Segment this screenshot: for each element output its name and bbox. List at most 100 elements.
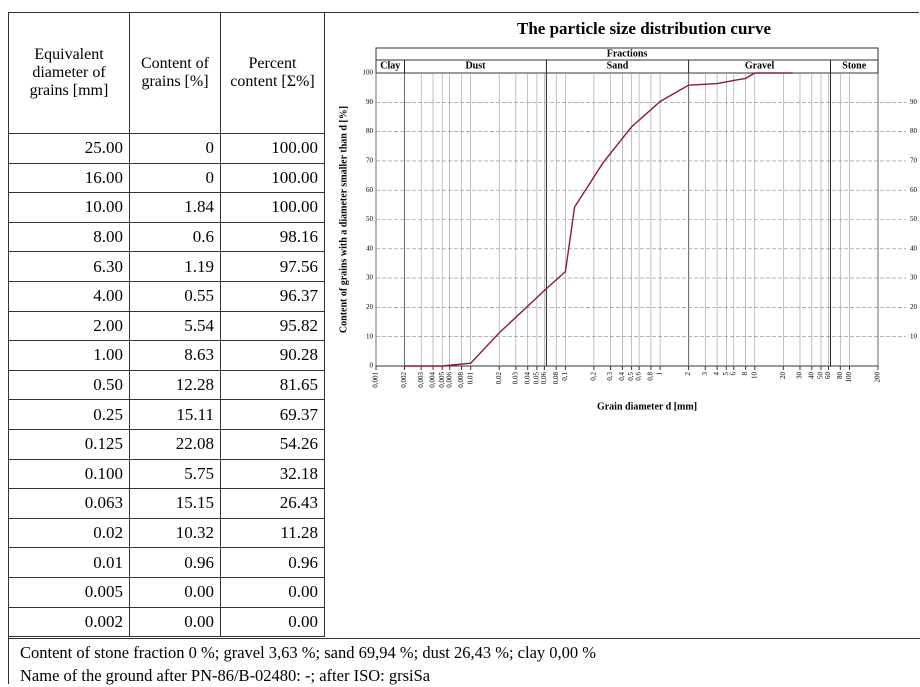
table-cell: 0.005: [8, 576, 130, 608]
table-row: 0.002 0.00 0.00: [8, 606, 325, 638]
table-cell: 0.01: [8, 547, 130, 578]
table-cell: 0: [129, 162, 221, 194]
table-cell: 100.00: [220, 192, 325, 223]
table-cell: 0.125: [8, 428, 130, 460]
table-cell: 0.063: [8, 488, 130, 519]
plot-frame: [375, 47, 879, 367]
x-tick-label: 0,004: [429, 372, 437, 388]
table-cell: 6.30: [8, 251, 130, 282]
footer: Content of stone fraction 0 %; gravel 3,…: [20, 641, 596, 687]
fraction-name: Clay: [380, 60, 400, 71]
header-cell: Percent content [Σ%]: [220, 12, 325, 134]
x-tick-label: 0,01: [466, 372, 474, 385]
x-tick-label: 0,002: [400, 372, 408, 388]
table-cell: 1.84: [129, 192, 221, 223]
fraction-name: Dust: [465, 60, 486, 71]
table-cell: 15.15: [129, 488, 221, 519]
table-cell: 0.100: [8, 458, 130, 490]
x-tick-label: 0,08: [552, 372, 560, 385]
x-tick-label: 20: [779, 372, 787, 380]
table-cell: 5.54: [129, 310, 221, 342]
table-row: 4.00 0.55 96.37: [8, 280, 325, 312]
table-cell: 100.00: [220, 133, 325, 164]
y-tick-label-right: 50: [910, 215, 918, 223]
x-tick-label: 0,04: [523, 372, 531, 385]
y-tick-label-right: 10: [910, 332, 918, 340]
table-cell: 16.00: [8, 162, 130, 194]
header-cell: Equivalent diameter of grains [mm]: [8, 12, 130, 134]
x-tick-label: 50: [817, 372, 825, 380]
x-tick-label: 0,3: [606, 372, 614, 381]
table-row: 0.063 15.15 26.43: [8, 488, 325, 519]
table-cell: 5.75: [129, 458, 221, 490]
table-cell: 15.11: [129, 399, 221, 430]
footer-line: Name of the ground after PN-86/B-02480: …: [20, 666, 431, 685]
y-tick-label-right: 20: [910, 303, 918, 311]
y-tick-label: 0: [370, 362, 374, 370]
table-cell: 11.28: [220, 517, 325, 549]
chart: The particle size distribution curve Fra…: [338, 19, 918, 412]
distribution-curve: [404, 72, 793, 367]
fraction-name: Sand: [607, 60, 629, 71]
header-cell: Content of grains [%]: [129, 12, 221, 134]
table-cell: 0.00: [220, 576, 325, 608]
x-tick-label: 0,03: [511, 372, 519, 385]
table-cell: 32.18: [220, 458, 325, 490]
table-row: 6.30 1.19 97.56: [8, 251, 325, 282]
x-tick-label: 0,003: [417, 372, 425, 388]
x-tick-label: 0,006: [445, 372, 453, 388]
table-cell: 0.6: [129, 221, 221, 253]
x-tick-label: 0,06: [540, 372, 548, 385]
table-cell: 0.25: [8, 399, 130, 430]
table-cell: 0.96: [129, 547, 221, 578]
table-cell: 95.82: [220, 310, 325, 342]
x-tick-label: 4: [713, 372, 721, 376]
table-cell: 1.00: [8, 340, 130, 371]
x-tick-label: 0,1: [561, 372, 569, 381]
table-cell: 0.55: [129, 280, 221, 312]
table-cell: 4.00: [8, 280, 130, 312]
y-tick-label: 80: [366, 127, 374, 135]
x-tick-label: 5: [722, 372, 730, 376]
fractions-title: Fractions: [607, 48, 648, 59]
divider: [8, 638, 920, 639]
table-cell: 26.43: [220, 488, 325, 519]
table-cell: 10.32: [129, 517, 221, 549]
table-cell: 0.50: [8, 369, 130, 401]
fraction-name: Gravel: [745, 60, 775, 71]
table-cell: 98.16: [220, 221, 325, 253]
table-cell: 96.37: [220, 280, 325, 312]
table-row: 25.00 0 100.00: [8, 133, 325, 164]
x-tick-label: 0,005: [438, 372, 446, 388]
table-row: 0.125 22.08 54.26: [8, 428, 325, 460]
table-row: 0.50 12.28 81.65: [8, 369, 325, 401]
table-cell: 90.28: [220, 340, 325, 371]
x-tick-label: 8: [741, 372, 749, 376]
table-cell: 2.00: [8, 310, 130, 342]
table-cell: 8.63: [129, 340, 221, 371]
table-row: 0.25 15.11 69.37: [8, 399, 325, 430]
table-cell: 0.002: [8, 606, 130, 638]
table-cell: 69.37: [220, 399, 325, 430]
x-tick-label: 200: [874, 372, 882, 383]
table-cell: 10.00: [8, 192, 130, 223]
y-tick-label: 90: [366, 98, 374, 106]
table-cell: 25.00: [8, 133, 130, 164]
table-row: 10.00 1.84 100.00: [8, 192, 325, 223]
table-cell: 1.19: [129, 251, 221, 282]
x-tick-label: 0,02: [495, 372, 503, 385]
x-tick-label: 0,001: [372, 372, 380, 388]
table-cell: 12.28: [129, 369, 221, 401]
grain-table: Equivalent diameter of grains [mm] Conte…: [8, 12, 325, 638]
x-axis-label: Grain diameter d [mm]: [597, 401, 697, 412]
table-cell: 81.65: [220, 369, 325, 401]
x-tick-label: 0,8: [647, 372, 655, 381]
table-row: 0.005 0.00 0.00: [8, 576, 325, 608]
x-tick-label: 0,5: [627, 372, 635, 381]
x-tick-label: 10: [750, 372, 758, 380]
table-cell: 97.56: [220, 251, 325, 282]
table-cell: 22.08: [129, 428, 221, 460]
y-tick-label: 70: [366, 157, 374, 165]
table-row: 1.00 8.63 90.28: [8, 340, 325, 371]
